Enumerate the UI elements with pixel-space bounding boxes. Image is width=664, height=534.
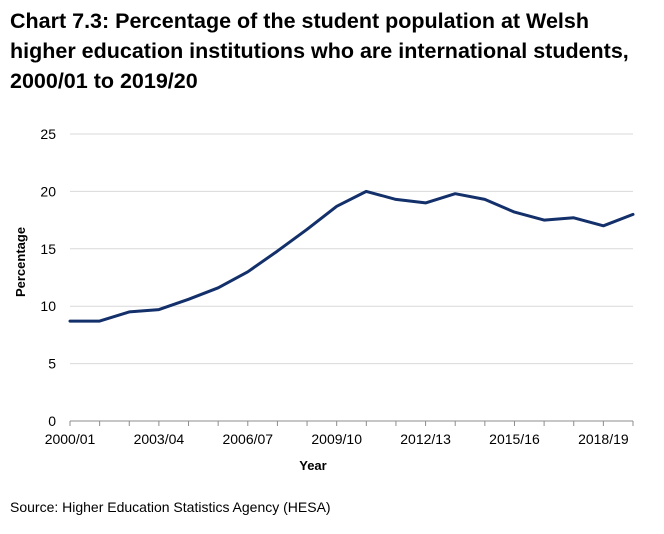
tick-labels: 0 5 10 15 20 25 2000/01 2003/04 2006/07 2009/10 20… — [40, 126, 628, 447]
series-layer — [68, 189, 635, 323]
x-tick-label-2012/13: 2012/13 — [400, 431, 451, 447]
y-tick-label-0: 0 — [48, 413, 56, 429]
gridlines — [70, 133, 633, 365]
series-line-0 — [68, 189, 635, 323]
y-tick-label-20: 20 — [40, 183, 56, 199]
x-axis-title: Year — [299, 458, 326, 473]
y-tick-label-15: 15 — [40, 241, 56, 257]
y-tick-label-5: 5 — [48, 356, 56, 372]
x-tick-label-2003/04: 2003/04 — [134, 431, 185, 447]
x-tick-label-2015/16: 2015/16 — [489, 431, 540, 447]
y-tick-label-25: 25 — [40, 126, 56, 142]
x-tick-label-2000/01: 2000/01 — [45, 431, 96, 447]
chart-title: Chart 7.3: Percentage of the student pop… — [10, 9, 629, 93]
y-tick-label-10: 10 — [40, 298, 56, 314]
x-tick-label-2009/10: 2009/10 — [311, 431, 362, 447]
source-note: Source: Higher Education Statistics Agen… — [10, 499, 331, 515]
x-tick-label-2006/07: 2006/07 — [222, 431, 273, 447]
x-tick-label-2018/19: 2018/19 — [578, 431, 629, 447]
axes — [69, 420, 634, 426]
y-axis-title: Percentage — [13, 227, 28, 297]
